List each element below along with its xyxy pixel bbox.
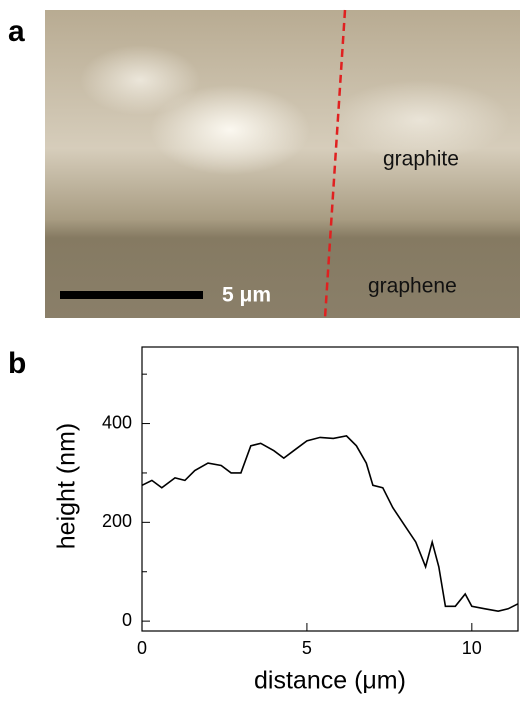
y-axis-label: height (nm) bbox=[53, 423, 81, 549]
scale-bar-label: 5 μm bbox=[222, 284, 271, 307]
region-label: graphite bbox=[383, 148, 459, 171]
y-tick-label: 0 bbox=[122, 610, 132, 630]
plot-frame bbox=[141, 346, 519, 632]
panel-label: b bbox=[8, 347, 26, 380]
highlight bbox=[80, 45, 200, 115]
panel-label: a bbox=[8, 15, 25, 48]
height-profile bbox=[141, 435, 519, 613]
scale-bar bbox=[60, 291, 203, 299]
y-tick-label: 200 bbox=[102, 511, 132, 531]
y-tick-label: 400 bbox=[102, 412, 132, 432]
highlight bbox=[330, 80, 510, 160]
x-tick-label: 10 bbox=[462, 638, 482, 658]
x-tick-label: 0 bbox=[137, 638, 147, 658]
x-tick-label: 5 bbox=[302, 638, 312, 658]
x-axis-label: distance (μm) bbox=[254, 667, 406, 695]
highlight bbox=[150, 85, 310, 175]
region-label: graphene bbox=[368, 275, 457, 298]
microscope-image bbox=[45, 9, 520, 319]
